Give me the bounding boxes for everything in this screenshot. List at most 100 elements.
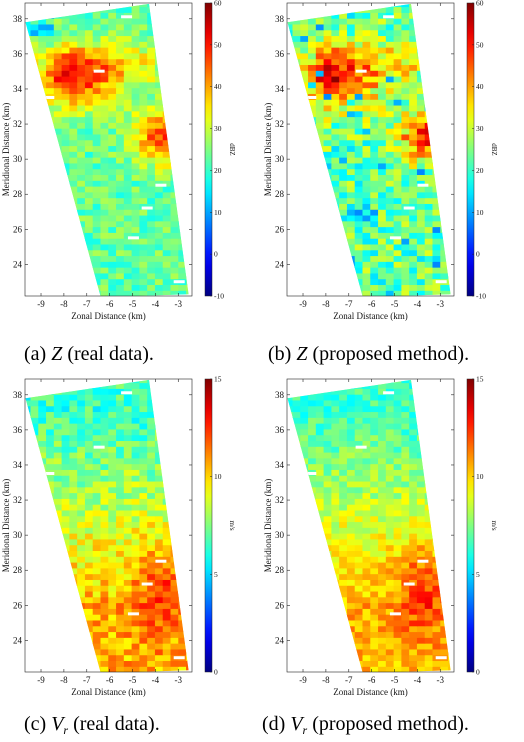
heatmap-cell-827: [123, 75, 133, 83]
heatmap-cell-32: [362, 284, 371, 291]
heatmap-cell-693: [370, 110, 379, 118]
heatmap-cell-676: [147, 492, 156, 499]
heatmap-cell-574: [38, 139, 47, 147]
heatmap-cell-581: [92, 139, 102, 147]
heatmap-cell-21: [448, 290, 451, 296]
heatmap-cell-254: [116, 226, 125, 233]
heatmap-cell-750: [38, 469, 47, 476]
heatmap-cell-1121: [186, 3, 189, 8]
heatmap-cell-238: [162, 608, 172, 615]
heatmap-cell-505: [448, 538, 451, 546]
heatmap-cell-419: [292, 556, 301, 563]
heatmap-cell-342: [116, 203, 125, 210]
heatmap-cell-521: [401, 157, 410, 164]
heatmap-cell-45: [30, 654, 39, 662]
heatmap-cell-552: [38, 145, 47, 152]
heatmap-cell-350: [178, 203, 187, 210]
heatmap-cell-882: [38, 58, 47, 66]
heatmap-cell-846: [362, 70, 371, 77]
heatmap-cell-47: [46, 278, 55, 286]
heatmap-cell-1063: [77, 388, 86, 395]
heatmap-cell-128: [162, 261, 172, 268]
heatmap-cell-954: [346, 417, 356, 424]
heatmap-cell-161: [339, 249, 348, 257]
colorbar-tick-label: 40: [214, 82, 222, 91]
heatmap-cell-939: [139, 423, 148, 430]
heatmap-cell-529: [292, 151, 301, 158]
heatmap-cell-918: [147, 428, 156, 436]
heatmap-cell-797: [61, 457, 70, 465]
heatmap-cell-602: [84, 133, 94, 141]
heatmap-cell-558: [84, 521, 94, 528]
heatmap-cell-627: [370, 504, 379, 511]
heatmap-cell-394: [178, 567, 187, 575]
heatmap-cell-313: [61, 585, 70, 592]
heatmap-cell-895: [401, 58, 410, 66]
heatmap-cell-504: [178, 162, 187, 170]
heatmap-cell-764: [409, 93, 418, 100]
heatmap-cell-23: [292, 660, 301, 667]
heatmap-cell-136: [53, 631, 63, 638]
heatmap-cell-174: [178, 249, 187, 257]
heatmap-cell-713: [92, 480, 102, 488]
heatmap-cell-521: [139, 157, 148, 164]
heatmap-cell-1100: [287, 3, 294, 8]
heatmap-cell-620: [315, 504, 325, 511]
heatmap-cell-165: [370, 249, 379, 257]
heatmap-cell-24: [300, 284, 309, 291]
heatmap-cell-760: [378, 469, 387, 476]
heatmap-cell-709: [61, 480, 70, 488]
heatmap-cell-1085: [339, 382, 348, 389]
heatmap-cell-9: [354, 666, 364, 672]
heatmap-cell-548: [440, 527, 449, 534]
heatmap-cell-368: [147, 197, 156, 204]
heatmap-cell-142: [100, 255, 109, 262]
heatmap-cell-104: [409, 643, 418, 650]
heatmap-cell-795: [46, 81, 55, 89]
heatmap-cell-193: [416, 243, 426, 251]
heatmap-cell-784: [393, 87, 402, 94]
heatmap-cell-929: [61, 423, 70, 430]
heatmap-cell-788: [424, 463, 434, 470]
heatmap-cell-273: [92, 596, 102, 604]
heatmap-cell-416: [440, 561, 449, 569]
heatmap-cell-313: [61, 209, 70, 216]
heatmap-cell-303: [154, 590, 164, 598]
heatmap-cell-161: [77, 625, 86, 633]
heatmap-cell-1116: [409, 379, 418, 384]
heatmap-cell-262: [178, 226, 187, 233]
heatmap-cell-966: [440, 417, 449, 424]
heatmap-cell-622: [69, 128, 78, 135]
heatmap-cell-4: [315, 666, 325, 672]
heatmap-cell-896: [409, 58, 418, 66]
heatmap-cell-250: [84, 602, 94, 609]
heatmap-cell-500: [147, 162, 156, 170]
heatmap-cell-975: [339, 411, 348, 418]
heatmap-cell-98: [362, 643, 371, 650]
heatmap-cell-384: [362, 191, 371, 199]
heatmap-cell-457: [154, 550, 164, 557]
heatmap-cell-669: [92, 492, 102, 499]
heatmap-cell-1000: [362, 405, 371, 413]
heatmap-cell-1082: [53, 6, 63, 13]
y-tick-label: 30: [275, 154, 285, 164]
heatmap-cell-246: [315, 602, 325, 609]
heatmap-cell-490: [69, 538, 78, 546]
x-tick-label: -9: [299, 299, 307, 309]
heatmap-cell-549: [186, 527, 189, 534]
heatmap-cell-290: [315, 590, 325, 598]
heatmap-cell-733: [339, 99, 348, 106]
heatmap-cell-1045: [108, 18, 117, 25]
heatmap-cell-388: [393, 567, 402, 575]
heatmap-cell-544: [409, 151, 418, 158]
heatmap-cell-113: [46, 637, 55, 644]
heatmap-cell-216: [424, 238, 434, 245]
heatmap-cell-986: [424, 35, 434, 42]
heatmap-cell-508: [38, 157, 47, 164]
heatmap-cell-995: [323, 29, 332, 37]
heatmap-cell-528: [25, 527, 32, 534]
heatmap-cell-615: [448, 133, 451, 141]
heatmap-cell-153: [448, 631, 451, 638]
heatmap-cell-112: [38, 261, 47, 268]
heatmap-cell-325: [416, 209, 426, 216]
